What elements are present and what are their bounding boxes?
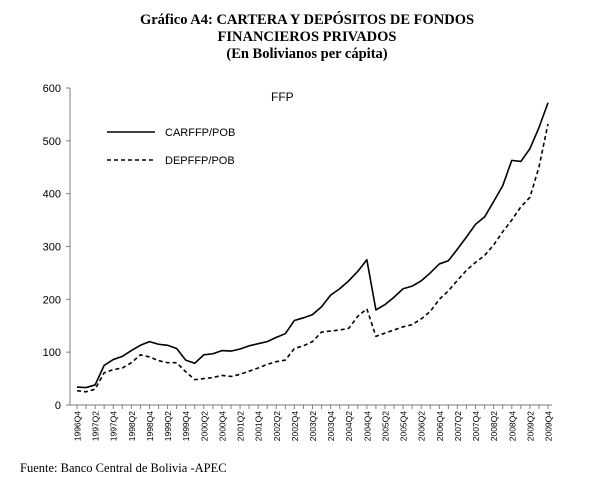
legend-label-depffp: DEPFFP/POB: [165, 155, 235, 167]
y-tick-label: 200: [43, 294, 61, 306]
figure-subtitle: FINANCIEROS PRIVADOS: [217, 29, 397, 45]
x-tick-label: 2001Q4: [254, 411, 264, 442]
x-tick-label: 1998Q4: [145, 411, 155, 442]
x-tick-label: 2008Q2: [489, 411, 499, 442]
legend-label-carffp: CARFFP/POB: [165, 127, 235, 139]
x-tick-label: 2004Q2: [344, 411, 354, 442]
y-tick-label: 300: [43, 242, 61, 254]
x-tick-label: 1997Q4: [109, 411, 119, 442]
x-tick-label: 2002Q4: [290, 411, 300, 442]
y-axis-ticks: 0 100 200 300 400 500 600: [43, 83, 70, 412]
x-tick-label: 2008Q4: [507, 411, 517, 442]
x-tick-label: 2009Q4: [544, 411, 554, 442]
y-tick-label: 600: [43, 83, 61, 95]
x-tick-label: 2006Q4: [435, 411, 445, 442]
chart-series: [76, 102, 549, 393]
x-tick-label: 2003Q2: [308, 411, 318, 442]
figure-title: Gráfico A4: CARTERA Y DEPÓSITOS DE FONDO…: [139, 12, 475, 28]
y-tick-label: 0: [55, 400, 61, 412]
x-tick-label: 2007Q2: [453, 411, 463, 442]
x-tick-label: 2001Q2: [236, 411, 246, 442]
x-tick-label: 1996Q4: [73, 411, 83, 442]
x-tick-label: 2009Q2: [525, 411, 535, 442]
x-tick-label: 2000Q4: [217, 411, 227, 442]
chart-legend: CARFFP/POB DEPFFP/POB: [107, 127, 235, 167]
x-tick-label: 2005Q2: [380, 411, 390, 442]
series-line-depffp: [76, 123, 549, 393]
chart-title: FFP: [271, 90, 294, 104]
x-tick-label: 2000Q2: [199, 411, 209, 442]
x-tick-label: 2007Q4: [471, 411, 481, 442]
x-tick-label: 2003Q4: [326, 411, 336, 442]
figure-units: (En Bolivianos per cápita): [226, 46, 388, 62]
x-tick-label: 1998Q2: [127, 411, 137, 442]
x-tick-label: 1999Q2: [163, 411, 173, 442]
x-axis-ticks: 1996Q4 1997Q2 1997Q4 1998Q2 1998Q4 1999Q2 1999…: [73, 405, 554, 441]
y-tick-label: 100: [43, 347, 61, 359]
source-note: Fuente: Banco Central de Bolivia -APEC: [20, 461, 227, 475]
y-tick-label: 400: [43, 189, 61, 201]
x-tick-label: 2005Q4: [399, 411, 409, 442]
x-tick-label: 2006Q2: [417, 411, 427, 442]
chart-axes: [69, 88, 552, 406]
series-line-carffp: [76, 102, 549, 389]
x-tick-label: 1999Q4: [181, 411, 191, 442]
x-tick-label: 2002Q2: [272, 411, 282, 442]
x-tick-label: 2004Q4: [362, 411, 372, 442]
x-tick-label: 1997Q2: [91, 411, 101, 442]
y-tick-label: 500: [43, 136, 61, 148]
